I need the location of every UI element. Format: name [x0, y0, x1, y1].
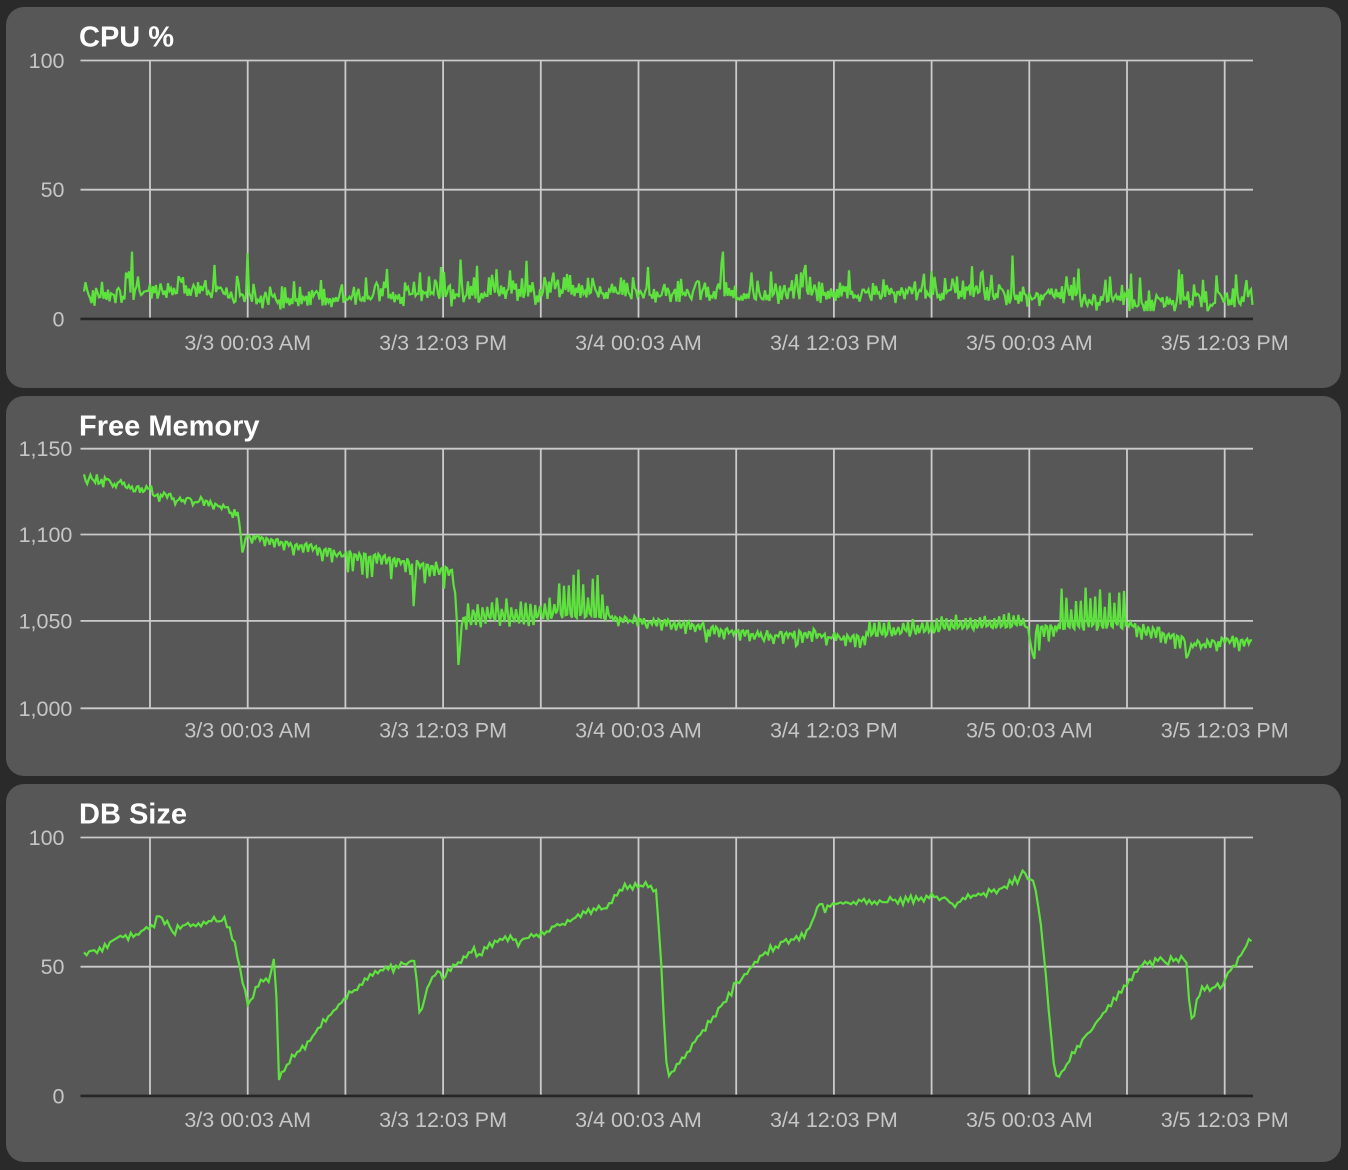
svg-text:100: 100: [29, 49, 65, 73]
svg-text:3/5 12:03 PM: 3/5 12:03 PM: [1161, 331, 1289, 355]
svg-text:3/3 00:03 AM: 3/3 00:03 AM: [184, 719, 311, 743]
svg-text:3/4 12:03 PM: 3/4 12:03 PM: [770, 331, 898, 355]
svg-text:3/3 12:03 PM: 3/3 12:03 PM: [379, 331, 507, 355]
svg-text:3/3 12:03 PM: 3/3 12:03 PM: [379, 719, 507, 743]
svg-text:0: 0: [53, 1084, 65, 1108]
svg-text:3/3 12:03 PM: 3/3 12:03 PM: [379, 1108, 507, 1132]
svg-text:3/4 00:03 AM: 3/4 00:03 AM: [575, 331, 702, 355]
svg-text:1,100: 1,100: [19, 523, 73, 547]
svg-text:50: 50: [41, 178, 65, 202]
svg-text:3/4 00:03 AM: 3/4 00:03 AM: [575, 719, 702, 743]
svg-text:3/3 00:03 AM: 3/3 00:03 AM: [184, 1108, 311, 1132]
svg-text:3/5 00:03 AM: 3/5 00:03 AM: [966, 331, 1093, 355]
svg-text:CPU %: CPU %: [79, 22, 174, 54]
svg-text:0: 0: [53, 307, 65, 331]
svg-text:1,150: 1,150: [19, 437, 73, 461]
svg-text:3/5 00:03 AM: 3/5 00:03 AM: [966, 1108, 1093, 1132]
svg-text:3/3 00:03 AM: 3/3 00:03 AM: [184, 331, 311, 355]
svg-text:3/5 00:03 AM: 3/5 00:03 AM: [966, 719, 1093, 743]
svg-text:1,000: 1,000: [19, 697, 73, 721]
svg-text:Free Memory: Free Memory: [79, 411, 260, 443]
svg-text:3/5 12:03 PM: 3/5 12:03 PM: [1161, 719, 1289, 743]
svg-text:3/5 12:03 PM: 3/5 12:03 PM: [1161, 1108, 1289, 1132]
svg-text:3/4 12:03 PM: 3/4 12:03 PM: [770, 719, 898, 743]
svg-text:3/4 12:03 PM: 3/4 12:03 PM: [770, 1108, 898, 1132]
svg-text:100: 100: [29, 826, 65, 850]
svg-text:3/4 00:03 AM: 3/4 00:03 AM: [575, 1108, 702, 1132]
svg-text:50: 50: [41, 955, 65, 979]
svg-text:1,050: 1,050: [19, 609, 73, 633]
svg-text:DB Size: DB Size: [79, 799, 187, 831]
